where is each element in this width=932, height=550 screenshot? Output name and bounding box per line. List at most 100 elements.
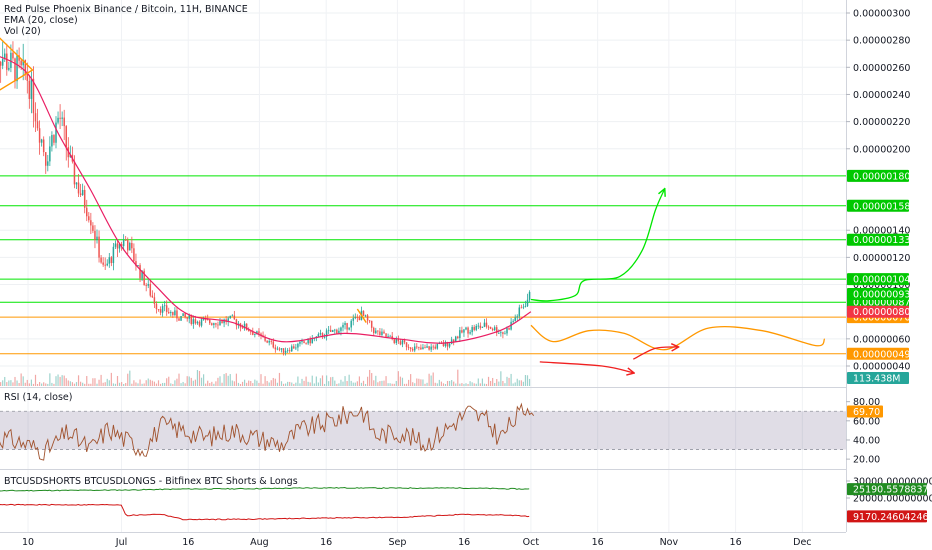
candle-body (473, 327, 475, 330)
candle-body (114, 243, 117, 247)
volume-bar (430, 375, 432, 386)
projection-wave[interactable] (530, 324, 826, 351)
volume-value-tag[interactable]: 113.438M (847, 372, 909, 385)
candle-body (450, 339, 453, 344)
time-axis[interactable]: 10 Jul 16 Aug 16 Sep 16 Oct 16 Nov 16 Dec (22, 537, 812, 548)
current-price-tag[interactable]: 0.00000080 (847, 305, 910, 319)
volume-bar (102, 382, 104, 386)
candle-body (98, 236, 100, 258)
rsi-value-tag[interactable]: 69.70 (847, 405, 883, 419)
candle-body (145, 285, 147, 286)
ema-legend[interactable]: EMA (20, close) (4, 15, 78, 26)
rsi-title[interactable]: RSI (14, close) (4, 392, 73, 403)
level-price-tag[interactable]: 0.00000180 (847, 169, 910, 183)
candle-body (65, 126, 67, 148)
volume-bar (299, 383, 301, 386)
candle-body (217, 324, 219, 326)
volume-bar (432, 372, 434, 386)
candle-body (151, 295, 154, 298)
candle-body (301, 341, 303, 342)
candle-body (477, 325, 480, 327)
candle-body (401, 340, 404, 345)
level-price-tag[interactable]: 0.00000049 (847, 347, 910, 361)
level-price-tag[interactable]: 0.00000158 (847, 199, 910, 213)
candle-body (182, 313, 184, 317)
price-tag-text: 0.00000104 (853, 275, 910, 286)
shorts-longs-panel[interactable] (0, 486, 530, 521)
candle-body (73, 161, 76, 185)
price-tick-label: 0.00000220 (853, 117, 910, 128)
volume-bar (57, 374, 59, 386)
volume-bar (235, 373, 237, 386)
price-panel[interactable] (0, 0, 846, 532)
volume-bar (418, 378, 420, 386)
volume-bar (514, 382, 516, 386)
candle-body (20, 60, 22, 66)
candle-body (153, 297, 156, 304)
volume-legend[interactable]: Vol (20) (4, 26, 41, 37)
level-price-tag[interactable]: 0.00000104 (847, 273, 910, 286)
candle-body (518, 307, 521, 317)
main-legend: Red Pulse Phoenix Binance / Bitcoin, 11H… (4, 4, 248, 37)
volume-bar (446, 380, 449, 386)
projection-arrow[interactable] (633, 347, 678, 360)
volume-bar (272, 377, 274, 386)
candle-body (192, 319, 195, 324)
shorts-longs-title[interactable]: BTCUSDSHORTS BTCUSDLONGS - Bitfinex BTC … (4, 476, 298, 487)
candle-body (465, 327, 467, 330)
volume-bar (49, 373, 51, 386)
volume-bar (22, 376, 24, 386)
shorts-longs-axis[interactable]: 30000.00000000 20000.0000000025190.557883… (846, 477, 932, 523)
candle-body (467, 327, 469, 334)
volume-bar (352, 382, 354, 386)
horizontal-levels[interactable] (0, 175, 846, 355)
candle-body (77, 182, 80, 194)
symbol-title[interactable]: Red Pulse Phoenix Binance / Bitcoin, 11H… (4, 4, 248, 15)
volume-bar (416, 378, 418, 386)
candle-body (213, 323, 215, 325)
price-tag-text: 0.00000049 (853, 349, 910, 360)
candle-body (383, 331, 385, 334)
volume-bar (36, 383, 39, 386)
projection-path[interactable] (530, 190, 665, 302)
candle-body (198, 321, 201, 326)
candle-body (327, 329, 330, 331)
volume-bar (153, 381, 155, 386)
candle-body (364, 315, 367, 317)
candle-body (241, 327, 244, 329)
candle-body (211, 323, 213, 325)
volume-bar (340, 379, 342, 386)
volume-bar (274, 378, 276, 386)
candle-body (459, 330, 461, 338)
drawings[interactable] (0, 27, 826, 373)
shorts-value-tag[interactable]: 9170.24604246 (847, 510, 929, 523)
volume-bar (88, 383, 90, 386)
candle-body (385, 333, 387, 337)
level-price-tag[interactable]: 0.00000133 (847, 233, 910, 247)
longs-value-tag[interactable]: 25190.55788373 (847, 483, 932, 496)
volume-bar (319, 378, 322, 386)
trend-segment[interactable] (356, 308, 367, 323)
volume-bar (123, 383, 125, 386)
candle-body (346, 323, 348, 330)
volume-bar (379, 381, 381, 386)
volume-bar (278, 372, 281, 386)
candle-body (227, 318, 229, 322)
volume-bar (268, 382, 270, 386)
projection-arrow[interactable] (539, 361, 634, 373)
candles (0, 41, 531, 356)
rsi-panel[interactable] (0, 402, 846, 461)
rsi-axis[interactable]: 80.00 60.00 40.00 20.00 69.70 (846, 397, 883, 466)
volume-bar (287, 381, 289, 386)
volume-bar (399, 376, 401, 386)
price-axis[interactable]: 0.00000300 0.00000280 0.00000260 0.00000240… (846, 9, 910, 385)
candle-body (32, 78, 35, 114)
volume-bar (256, 380, 258, 386)
current-price-tag[interactable]: 0.00000093 (847, 288, 910, 301)
volume-bar (426, 382, 428, 386)
candle-body (379, 331, 381, 335)
volume-bar (311, 375, 313, 386)
volume-bar (481, 378, 483, 386)
triangle-pattern[interactable] (0, 27, 34, 98)
